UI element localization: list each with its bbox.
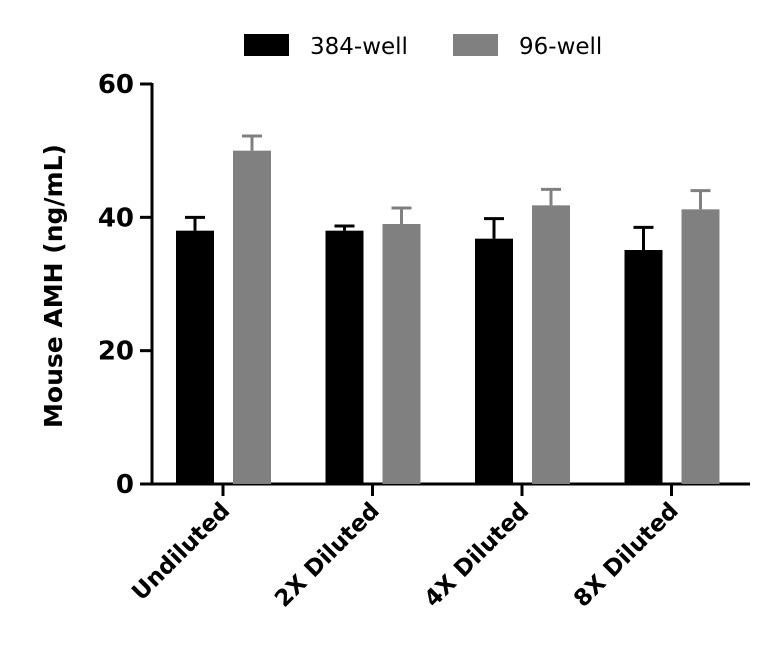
y-tick-label: 0	[116, 470, 134, 500]
x-tick-label: Undiluted	[127, 498, 235, 606]
x-tick-label: 8X Diluted	[569, 498, 684, 613]
x-tick-label: 2X Diluted	[270, 498, 385, 613]
bar-384-well	[624, 250, 663, 484]
y-tick-label: 20	[98, 337, 134, 367]
y-tick-label: 60	[98, 70, 134, 100]
x-ticks: Undiluted 2X Diluted 4X Diluted 8X Diluted	[127, 484, 684, 613]
legend-label-384-well: 384-well	[310, 34, 408, 60]
y-ticks: 0 20 40 60	[98, 70, 152, 500]
y-axis-title: Mouse AMH (ng/mL)	[39, 144, 68, 428]
legend-swatch-96-well	[453, 34, 498, 56]
bar-96-well	[532, 205, 570, 485]
bar-384-well	[176, 230, 214, 484]
bar-384-well	[475, 238, 513, 484]
y-tick-label: 40	[98, 203, 134, 233]
bar-96-well	[681, 209, 720, 485]
x-tick-label: 4X Diluted	[420, 498, 535, 613]
bar-96-well	[382, 224, 421, 484]
legend: 384-well 96-well	[244, 34, 602, 60]
bars	[176, 134, 720, 485]
legend-swatch-384-well	[244, 34, 289, 56]
bar-96-well	[233, 150, 271, 484]
bar-384-well	[325, 230, 364, 484]
legend-label-96-well: 96-well	[519, 34, 602, 60]
